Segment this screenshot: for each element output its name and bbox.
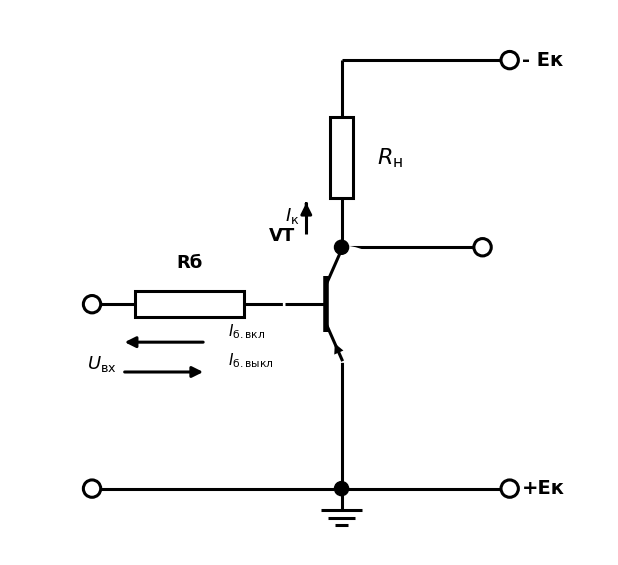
- Bar: [330, 117, 353, 198]
- Text: $I_{\mathsf{б.вкл}}$: $I_{\mathsf{б.вкл}}$: [227, 322, 265, 341]
- Circle shape: [501, 51, 519, 69]
- Circle shape: [501, 480, 519, 497]
- Text: $I_{\mathsf{б.выкл}}$: $I_{\mathsf{б.выкл}}$: [227, 351, 273, 371]
- Text: VT: VT: [269, 227, 295, 245]
- Circle shape: [83, 295, 101, 313]
- Bar: [135, 291, 244, 317]
- Text: +Eк: +Eк: [522, 479, 565, 498]
- Circle shape: [334, 240, 349, 254]
- Circle shape: [83, 480, 101, 497]
- Text: - Eк: - Eк: [522, 51, 563, 69]
- Text: $U_{\mathsf{вх}}$: $U_{\mathsf{вх}}$: [87, 354, 116, 374]
- Text: Rб: Rб: [177, 254, 203, 272]
- Circle shape: [285, 247, 399, 361]
- Text: $R_{\mathsf{н}}$: $R_{\mathsf{н}}$: [377, 146, 403, 170]
- Text: $I_{\mathsf{к}}$: $I_{\mathsf{к}}$: [286, 206, 300, 225]
- Circle shape: [474, 238, 491, 256]
- Circle shape: [334, 481, 349, 496]
